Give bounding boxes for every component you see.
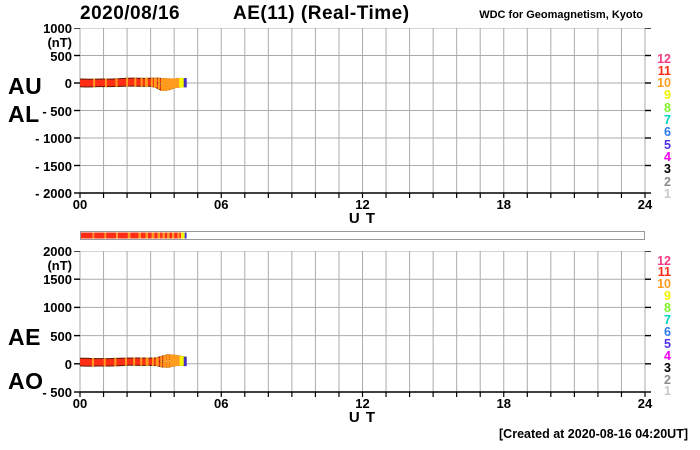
series-label-au: AU xyxy=(8,73,43,99)
x-tick-label: 00 xyxy=(72,197,88,212)
legend-station-count-label: 1 xyxy=(664,186,671,201)
legend-station-count-label: 12 xyxy=(657,253,671,268)
legend-station-count-label: 8 xyxy=(664,301,671,316)
legend-station-count-label: 4 xyxy=(664,149,671,164)
au-al-chart xyxy=(74,28,651,198)
y-tick-label: 500 xyxy=(50,328,72,344)
legend-station-count-label: 8 xyxy=(664,100,671,115)
x-tick-label: 18 xyxy=(496,396,511,411)
created-at-label: [Created at 2020-08-16 04:20UT] xyxy=(499,427,688,441)
y-tick-label: 1500 xyxy=(43,272,72,288)
x-tick-label: 06 xyxy=(214,396,229,411)
legend-station-count-label: 6 xyxy=(664,125,671,140)
legend-station-count-label: 6 xyxy=(664,324,671,339)
y-tick-label: 0 xyxy=(64,356,72,372)
legend-station-count-label: 5 xyxy=(664,336,671,351)
legend-station-count-label: 11 xyxy=(657,265,671,280)
x-tick-label: 00 xyxy=(72,396,88,411)
x-tick-label: 12 xyxy=(355,197,370,212)
x-tick-label: 12 xyxy=(355,396,370,411)
legend-station-count-label: 12 xyxy=(657,51,671,66)
legend-station-count-label: 2 xyxy=(664,174,671,189)
legend-station-count-label: 10 xyxy=(657,277,671,292)
y-axis-unit-label: (nT) xyxy=(47,35,72,50)
legend-station-count-label: 3 xyxy=(664,360,671,375)
y-tick-label: 2000 xyxy=(43,244,72,259)
legend-station-count-label: 3 xyxy=(664,162,671,177)
legend-station-count-label: 7 xyxy=(664,313,671,327)
x-axis-title: U T xyxy=(348,409,377,426)
organization-label: WDC for Geomagnetism, Kyoto xyxy=(479,9,643,21)
y-tick-label: 0 xyxy=(64,76,72,91)
legend-station-count-label: 11 xyxy=(657,63,671,78)
y-tick-label: 1000 xyxy=(43,300,72,316)
y-tick-label: - 1000 xyxy=(35,131,72,146)
y-tick-label: - 1500 xyxy=(35,158,72,174)
y-axis-unit-label: (nT) xyxy=(47,258,72,273)
plot-title: AE(11) (Real-Time) xyxy=(233,3,410,24)
legend-station-count-label: 10 xyxy=(657,76,671,91)
y-tick-label: 1000 xyxy=(43,21,72,36)
y-tick-label: - 500 xyxy=(42,103,72,119)
x-tick-label: 06 xyxy=(214,197,229,212)
legend-station-count-label: 4 xyxy=(664,348,671,363)
legend-station-count-label: 1 xyxy=(664,384,671,399)
legend-station-count-label: 2 xyxy=(664,372,671,387)
x-axis-title: U T xyxy=(348,210,377,227)
legend-station-count-label: 5 xyxy=(664,137,671,152)
x-tick-label: 18 xyxy=(496,197,511,212)
x-tick-label: 24 xyxy=(637,197,653,212)
legend-station-count-label: 9 xyxy=(664,88,671,103)
y-tick-label: 500 xyxy=(50,48,72,64)
y-tick-label: - 500 xyxy=(42,385,72,400)
ae-ao-chart xyxy=(74,251,651,397)
plot-date: 2020/08/16 xyxy=(80,3,181,24)
x-tick-label: 24 xyxy=(637,396,653,411)
legend-station-count-label: 7 xyxy=(664,113,671,127)
series-label-ao: AO xyxy=(8,368,44,394)
series-label-al: AL xyxy=(8,101,40,127)
data-availability-bar xyxy=(80,231,645,240)
legend-station-count-label: 9 xyxy=(664,289,671,304)
series-label-ae: AE xyxy=(8,324,41,350)
y-tick-label: - 2000 xyxy=(35,186,72,201)
